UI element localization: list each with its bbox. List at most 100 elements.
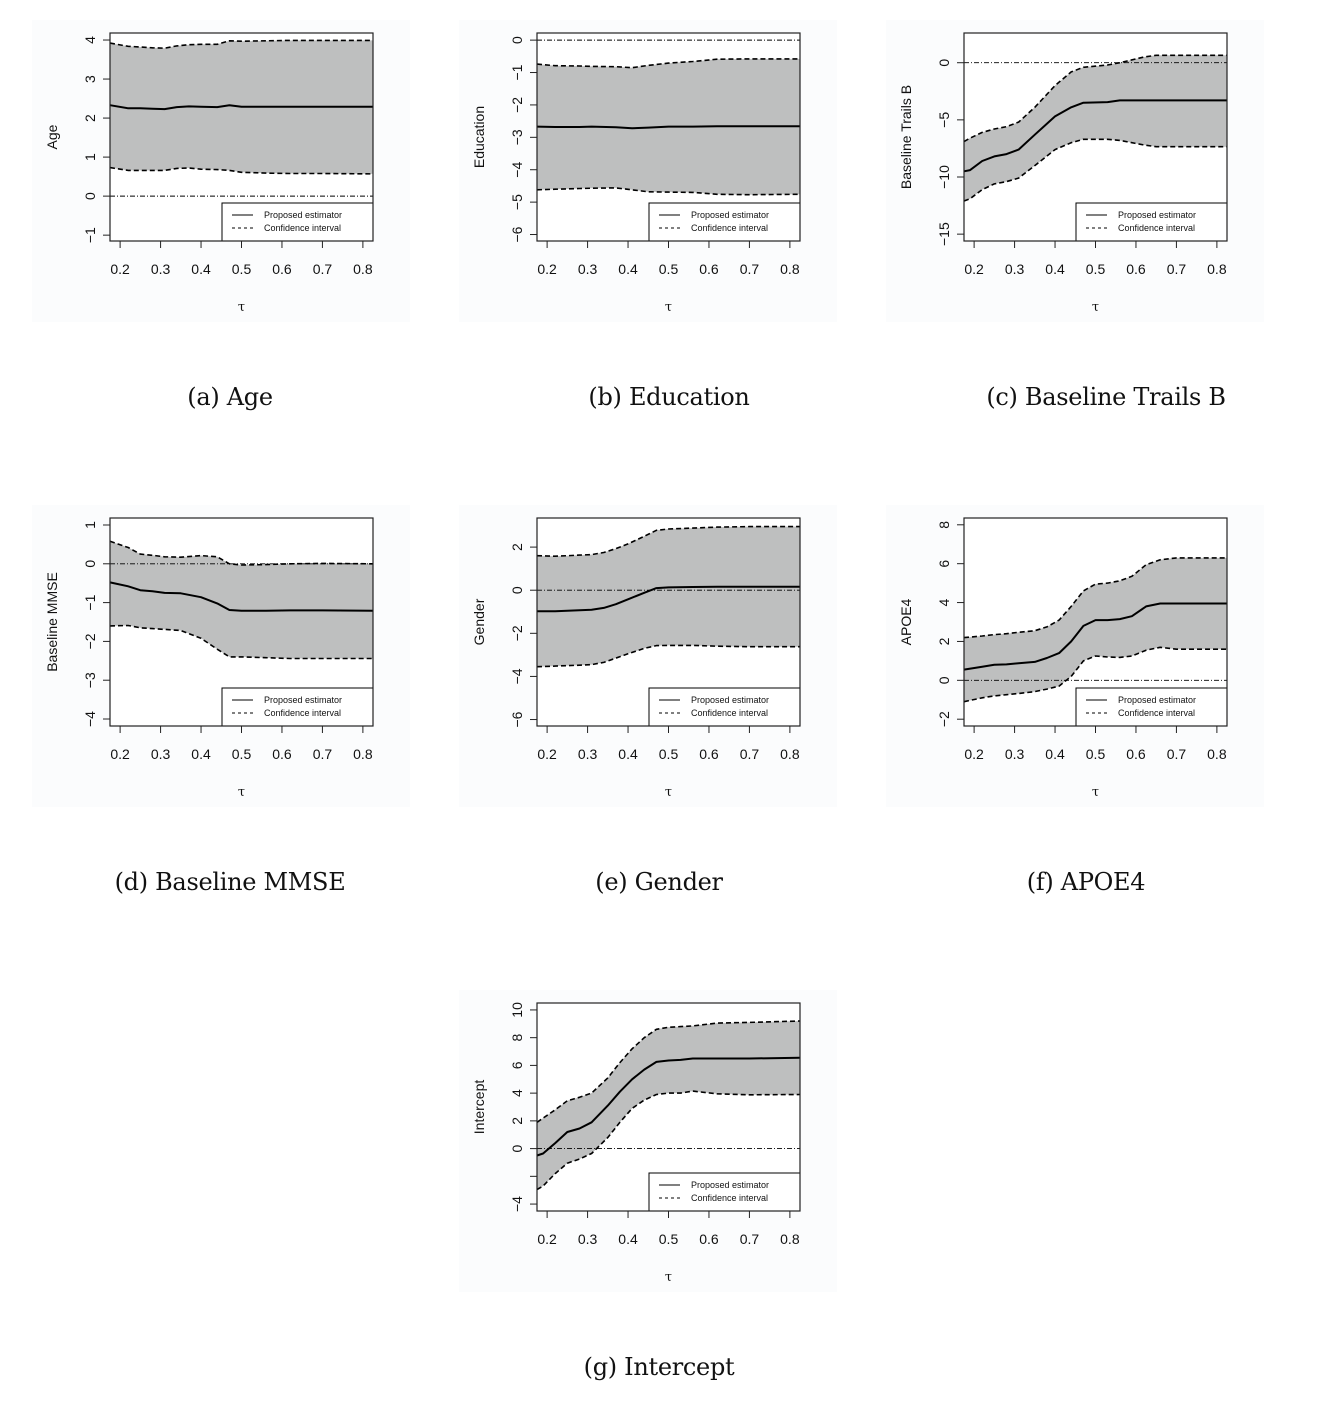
x-tick-label: 0.2 <box>964 746 984 762</box>
y-tick-label: 1 <box>82 153 98 161</box>
x-tick-label: 0.6 <box>272 746 292 762</box>
y-tick-label: 0 <box>82 560 98 568</box>
legend-ci-label: Confidence interval <box>1118 708 1195 718</box>
y-tick-label: 6 <box>509 1061 525 1069</box>
legend-ci-label: Confidence interval <box>691 1193 768 1203</box>
y-tick-label: 4 <box>509 1089 525 1097</box>
legend-box <box>648 202 801 242</box>
x-tick-label: 0.4 <box>191 261 211 277</box>
x-tick-label: 0.8 <box>780 1231 800 1247</box>
x-axis-label: τ <box>665 300 672 315</box>
x-tick-label: 0.3 <box>1005 746 1025 762</box>
y-tick-label: 1 <box>82 521 98 529</box>
panel-trails-b: Proposed estimator Confidence interval 0.2… <box>886 20 1264 322</box>
estimator-line <box>536 1056 801 1157</box>
chart-age: Proposed estimator Confidence interval 0.2… <box>44 32 374 315</box>
legend-box <box>221 687 374 727</box>
x-tick-label: 0.2 <box>537 1231 557 1247</box>
legend-estimator-label: Proposed estimator <box>691 1180 769 1190</box>
y-tick-label: 2 <box>509 543 525 551</box>
x-tick-label: 0.3 <box>151 746 171 762</box>
x-tick-label: 0.6 <box>699 261 719 277</box>
y-tick-label: −2 <box>509 97 525 113</box>
y-tick-label: 4 <box>936 598 952 606</box>
chart-apoe4: Proposed estimator Confidence interval 0.2… <box>898 517 1228 800</box>
y-tick-label: −1 <box>82 594 98 610</box>
estimator-line <box>963 99 1227 173</box>
legend-box <box>648 687 801 727</box>
panel-intercept: Proposed estimator Confidence interval 0.2… <box>459 990 837 1292</box>
confidence-band <box>110 541 373 659</box>
legend-box <box>648 1172 801 1212</box>
confidence-band <box>964 55 1227 201</box>
y-axis-label: APOE4 <box>898 598 914 645</box>
x-tick-label: 0.7 <box>740 746 760 762</box>
x-tick-label: 0.7 <box>313 746 333 762</box>
x-tick-label: 0.5 <box>232 261 252 277</box>
x-tick-label: 0.6 <box>1126 746 1146 762</box>
x-axis-label: τ <box>1092 300 1099 315</box>
confidence-band <box>964 557 1227 702</box>
y-tick-label: −4 <box>509 668 525 684</box>
legend-ci-label: Confidence interval <box>264 223 341 233</box>
x-axis-label: τ <box>238 785 245 800</box>
legend-ci-label: Confidence interval <box>691 223 768 233</box>
ci-lower-line <box>963 138 1227 202</box>
x-tick-label: 0.6 <box>699 1231 719 1247</box>
x-tick-label: 0.4 <box>618 261 638 277</box>
x-tick-label: 0.5 <box>659 261 679 277</box>
x-tick-label: 0.3 <box>151 261 171 277</box>
legend-estimator-label: Proposed estimator <box>691 210 769 220</box>
y-tick-label: −6 <box>509 226 525 242</box>
y-tick-label: −6 <box>509 711 525 727</box>
x-tick-label: 0.7 <box>313 261 333 277</box>
x-tick-label: 0.8 <box>1207 746 1227 762</box>
ci-upper-line <box>109 540 374 566</box>
y-axis-label: Gender <box>471 598 487 645</box>
y-tick-label: 2 <box>82 114 98 122</box>
x-tick-label: 0.5 <box>232 746 252 762</box>
y-tick-label: 0 <box>509 586 525 594</box>
ci-lower-line <box>536 644 800 668</box>
x-tick-label: 0.5 <box>1086 746 1106 762</box>
x-axis-label: τ <box>1092 785 1099 800</box>
y-tick-label: −10 <box>936 165 952 189</box>
legend-estimator-label: Proposed estimator <box>1118 695 1196 705</box>
x-tick-label: 0.6 <box>1126 261 1146 277</box>
x-tick-label: 0.5 <box>1086 261 1106 277</box>
y-tick-label: 4 <box>82 36 98 44</box>
ci-upper-line <box>536 1020 801 1123</box>
x-tick-label: 0.6 <box>272 261 292 277</box>
legend-estimator-label: Proposed estimator <box>264 210 342 220</box>
caption-trails-b: (c) Baseline Trails B <box>986 383 1226 411</box>
y-axis-label: Baseline MMSE <box>44 572 60 672</box>
estimator-line <box>963 602 1227 671</box>
estimator-line <box>536 125 800 130</box>
y-tick-label: 8 <box>936 521 952 529</box>
panel-gender: Proposed estimator Confidence interval 0.2… <box>459 505 837 807</box>
y-tick-label: −1 <box>509 64 525 80</box>
x-tick-label: 0.5 <box>659 746 679 762</box>
legend-ci-label: Confidence interval <box>691 708 768 718</box>
y-axis-label: Intercept <box>471 1080 487 1135</box>
y-tick-label: −3 <box>509 129 525 145</box>
legend-box <box>1075 687 1228 727</box>
ci-lower-line <box>536 1090 801 1191</box>
x-tick-label: 0.7 <box>740 1231 760 1247</box>
x-tick-label: 0.2 <box>537 746 557 762</box>
legend-estimator-label: Proposed estimator <box>264 695 342 705</box>
x-tick-label: 0.2 <box>110 746 130 762</box>
chart-gender: Proposed estimator Confidence interval 0.2… <box>471 517 801 800</box>
x-tick-label: 0.4 <box>1045 746 1065 762</box>
chart-intercept: Proposed estimator Confidence interval 0.2… <box>471 1002 801 1285</box>
legend-estimator-label: Proposed estimator <box>691 695 769 705</box>
x-tick-label: 0.8 <box>353 746 373 762</box>
caption-gender: (e) Gender <box>595 868 723 896</box>
x-tick-label: 0.2 <box>537 261 557 277</box>
estimator-line <box>109 581 374 612</box>
y-tick-label: −2 <box>936 711 952 727</box>
y-tick-label: −3 <box>82 672 98 688</box>
x-tick-label: 0.5 <box>659 1231 679 1247</box>
y-tick-label: 0 <box>936 676 952 684</box>
y-tick-label: −5 <box>509 194 525 210</box>
